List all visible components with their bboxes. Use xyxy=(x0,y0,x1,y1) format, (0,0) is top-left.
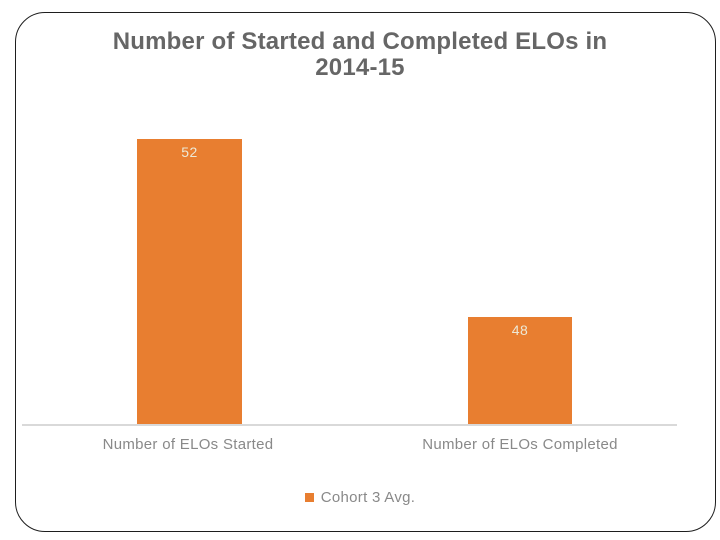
data-label-elos-started: 52 xyxy=(181,144,198,160)
chart-title-line-1: Number of Started and Completed ELOs in xyxy=(112,28,608,55)
chart-title-line-2: 2014-15 xyxy=(315,54,405,81)
chart-title: Number of Started and Completed ELOs in … xyxy=(60,29,660,81)
bar-elos-started: 52 xyxy=(137,139,242,424)
slide-rounded-border xyxy=(15,12,716,532)
data-label-elos-completed: 48 xyxy=(511,322,529,338)
legend-label: Cohort 3 Avg. xyxy=(320,489,416,506)
legend-swatch-icon xyxy=(304,493,314,502)
category-label-elos-started: Number of ELOs Started xyxy=(102,436,274,453)
x-axis-line xyxy=(22,424,677,426)
category-label-elos-completed: Number of ELOs Completed xyxy=(422,436,618,453)
chart-legend: Cohort 3 Avg. xyxy=(0,489,720,506)
bar-elos-completed: 48 xyxy=(468,317,572,424)
